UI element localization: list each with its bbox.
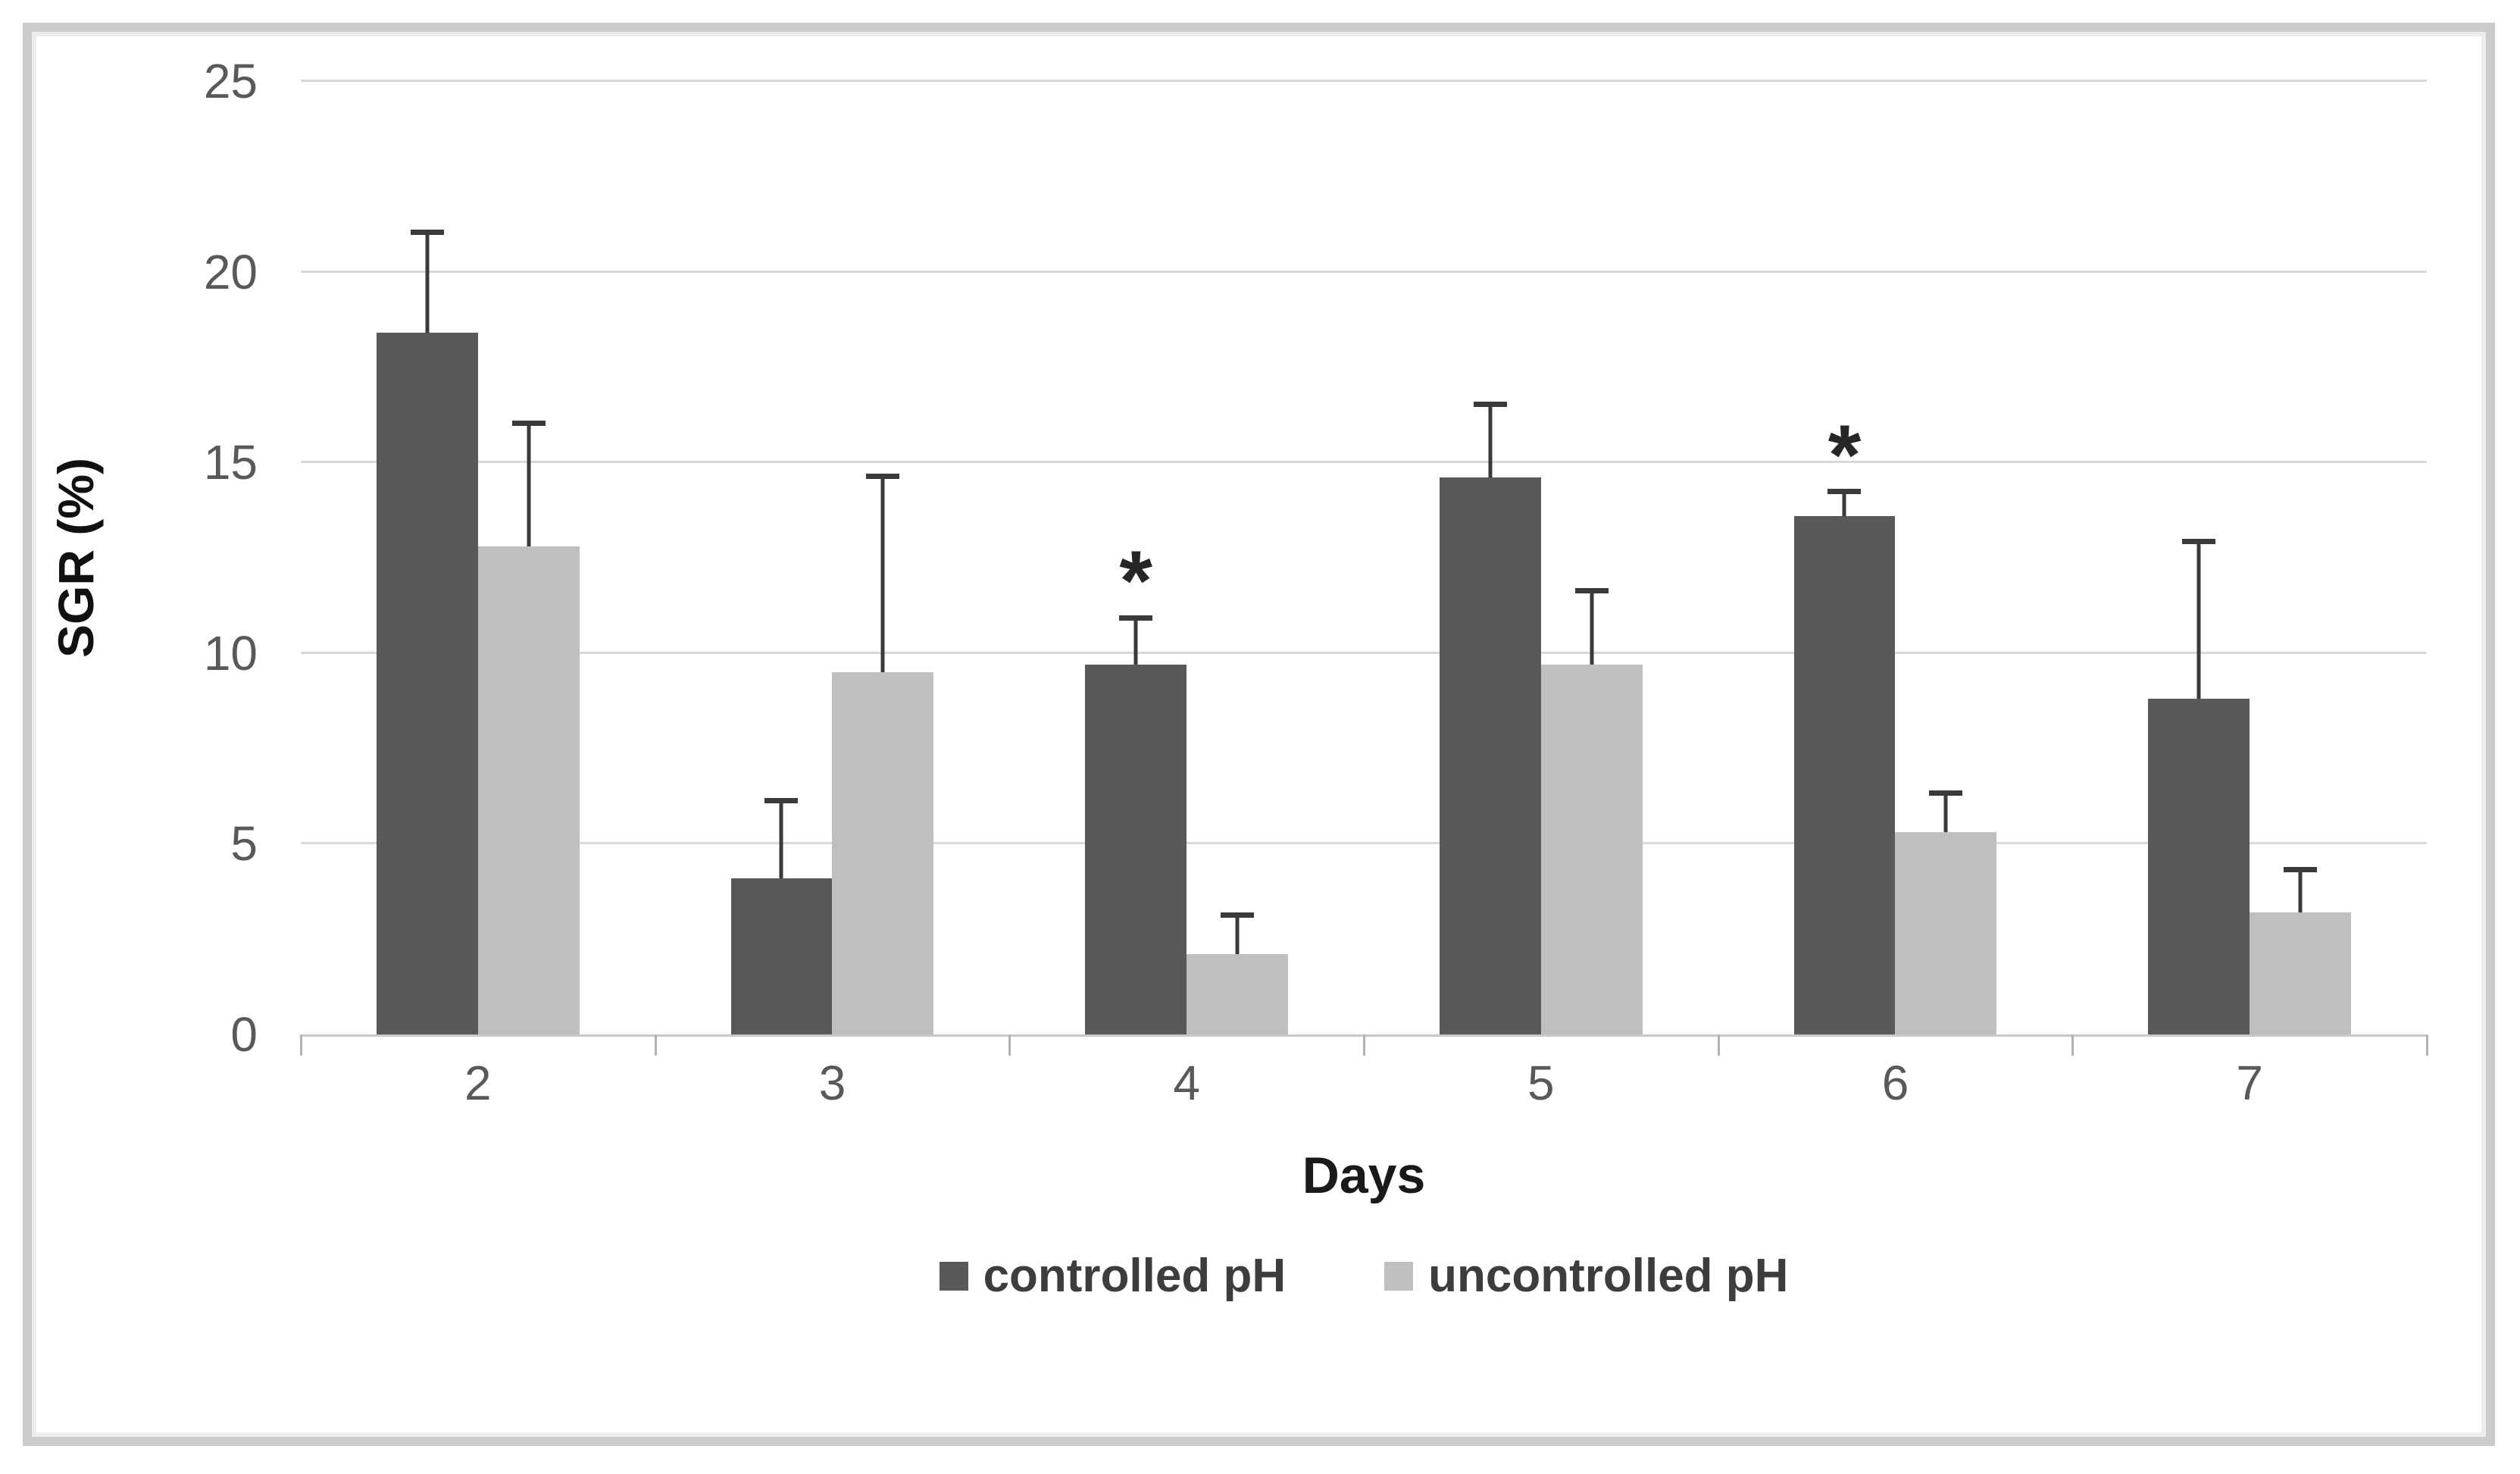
- x-tick-label-4: 4: [1173, 1056, 1200, 1110]
- legend-label: controlled pH: [983, 1250, 1287, 1302]
- y-tick-label-25: 25: [203, 54, 258, 108]
- bar-uncontrolled-pH-day-4: [1187, 912, 1289, 1034]
- x-tick-label-6: 6: [1881, 1056, 1909, 1110]
- x-tick-label-3: 3: [818, 1056, 846, 1110]
- bar-controlled-pH-day-2: [376, 230, 478, 1034]
- error-bar-cap: [764, 798, 799, 804]
- x-axis-boundary-tick: [300, 1034, 302, 1056]
- error-bar-cap: [866, 474, 900, 480]
- error-bar-controlled-pH-day-3: [764, 798, 799, 878]
- error-bar-cap: [1119, 615, 1153, 621]
- legend: controlled pH uncontrolled pH: [301, 1249, 2427, 1303]
- error-bar-line: [1133, 615, 1138, 665]
- error-bar-uncontrolled-pH-day-6: [1929, 790, 1963, 833]
- error-bar-controlled-pH-day-6: [1827, 489, 1862, 516]
- x-axis-boundary-tick: [1363, 1034, 1365, 1056]
- error-bar-line: [779, 798, 783, 878]
- error-bar-line: [1488, 401, 1493, 478]
- plot-area: * *: [300, 80, 2428, 1056]
- error-bar-cap: [1929, 790, 1963, 796]
- bar-controlled-pH-day-4: [1085, 615, 1187, 1034]
- gridline-y-15: [301, 461, 2427, 464]
- error-bar-controlled-pH-day-7: [2182, 538, 2216, 699]
- x-tick-label-5: 5: [1527, 1056, 1555, 1110]
- error-bar-cap: [1574, 588, 1609, 594]
- error-bar-controlled-pH-day-2: [410, 230, 444, 333]
- bar-uncontrolled-pH-day-2: [477, 420, 580, 1034]
- bar-uncontrolled-pH-day-5: [1540, 588, 1643, 1034]
- error-bar-line: [1590, 588, 1594, 665]
- legend-item-uncontrolled-pH: uncontrolled pH: [1384, 1249, 1788, 1303]
- error-bar-controlled-pH-day-4: [1119, 615, 1153, 665]
- figure-border: [23, 23, 2495, 1446]
- error-bar-line: [1943, 790, 1948, 833]
- error-bar-line: [1842, 489, 1846, 516]
- gridline-y-5: [301, 842, 2427, 845]
- legend-label: uncontrolled pH: [1428, 1250, 1789, 1302]
- y-tick-label-10: 10: [203, 625, 258, 681]
- error-bar-uncontrolled-pH-day-3: [866, 474, 900, 672]
- error-bar-cap: [1473, 401, 1507, 407]
- error-bar-uncontrolled-pH-day-7: [2284, 866, 2318, 912]
- error-bar-cap: [2182, 538, 2216, 544]
- x-axis-boundary-tick: [2071, 1034, 2074, 1056]
- x-tick-label-7: 7: [2236, 1056, 2263, 1110]
- error-bar-uncontrolled-pH-day-2: [511, 420, 546, 546]
- x-axis-boundary-tick: [1008, 1034, 1011, 1056]
- gridline-y-20: [301, 270, 2427, 273]
- bar-uncontrolled-pH-day-7: [2250, 866, 2352, 1034]
- legend-swatch-uncontrolled-pH: [1384, 1261, 1414, 1291]
- error-bar-line: [1235, 912, 1240, 955]
- y-tick-label-20: 20: [203, 244, 258, 299]
- bar-group-day-2: [301, 81, 655, 1034]
- x-axis-tick-labels: 2 3 4 5 6 7: [301, 1055, 2427, 1116]
- x-axis-title: Days: [1302, 1147, 1426, 1204]
- error-bar-cap: [511, 420, 546, 426]
- error-bar-line: [2298, 866, 2303, 912]
- x-axis-boundary-tick: [654, 1034, 657, 1056]
- legend-item-controlled-pH: controlled pH: [939, 1249, 1287, 1303]
- significance-asterisk-day-4: *: [1119, 533, 1152, 628]
- x-axis-boundary-tick: [2426, 1034, 2428, 1056]
- y-tick-label-5: 5: [230, 816, 258, 872]
- bar-group-day-6: *: [1718, 81, 2073, 1034]
- error-bar-cap: [1221, 912, 1255, 918]
- bar-controlled-pH-day-5: [1439, 401, 1541, 1034]
- y-tick-label-0: 0: [230, 1007, 258, 1062]
- bar-group-day-3: [655, 81, 1010, 1034]
- gridline-y-25: [301, 80, 2427, 82]
- x-tick-label-2: 2: [464, 1056, 492, 1110]
- error-bar-cap: [1827, 489, 1862, 495]
- x-axis-boundary-tick: [1717, 1034, 1720, 1056]
- bar-group-day-4: *: [1009, 81, 1364, 1034]
- error-bar-line: [527, 420, 531, 546]
- error-bar-line: [2196, 538, 2201, 699]
- significance-asterisk-day-6: *: [1827, 407, 1862, 502]
- error-bar-controlled-pH-day-5: [1473, 401, 1507, 478]
- bar-controlled-pH-day-7: [2148, 538, 2250, 1034]
- bar-group-day-5: [1364, 81, 1718, 1034]
- bar-group-day-7: [2072, 81, 2427, 1034]
- legend-swatch-controlled-pH: [939, 1261, 968, 1291]
- error-bar-cap: [2284, 866, 2318, 872]
- y-axis-tick-labels: 0 5 10 15 20 25: [98, 54, 258, 1062]
- error-bar-uncontrolled-pH-day-5: [1574, 588, 1609, 665]
- error-bar-line: [425, 230, 430, 333]
- bar-controlled-pH-day-6: [1793, 489, 1896, 1034]
- y-tick-label-15: 15: [203, 435, 258, 490]
- error-bar-line: [880, 474, 885, 672]
- error-bar-cap: [410, 230, 444, 236]
- bar-uncontrolled-pH-day-3: [832, 474, 934, 1034]
- error-bar-uncontrolled-pH-day-4: [1221, 912, 1255, 955]
- bar-controlled-pH-day-3: [730, 798, 833, 1034]
- gridline-y-10: [301, 651, 2427, 654]
- bar-uncontrolled-pH-day-6: [1895, 790, 1997, 1034]
